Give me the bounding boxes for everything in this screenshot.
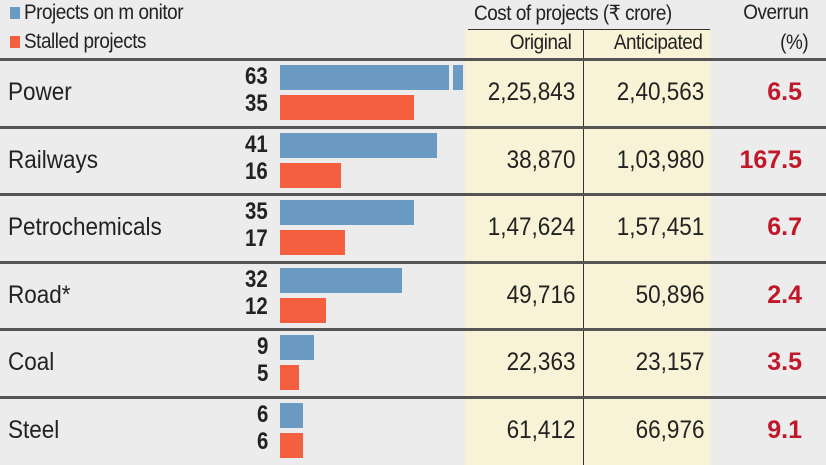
cost-header: Cost of projects (₹ crore) [474,2,672,25]
row-divider [0,328,826,331]
row-divider [0,125,826,129]
table-row: Coal 9 5 22,363 23,157 3.5 [0,330,826,398]
overrun-value: 9.1 [767,415,802,444]
sector-label: Coal [8,348,55,376]
sector-label: Power [8,78,72,106]
monitor-bar [280,200,414,225]
table-row: Railways 41 16 38,870 1,03,980 167.5 [0,128,826,196]
sector-label: Road* [8,280,71,309]
monitor-count: 9 [256,333,268,360]
original-cost: 2,25,843 [487,78,575,106]
table-row: Power 63 35 2,25,843 2,40,563 6.5 [0,60,826,128]
anticipated-cost: 50,896 [635,280,704,309]
stalled-count: 35 [245,90,268,117]
monitor-bar [280,335,315,360]
stalled-count: 12 [245,292,268,320]
original-cost: 49,716 [506,280,575,309]
original-cost: 1,47,624 [487,213,575,241]
overrun-value: 6.5 [767,78,802,106]
anticipated-cost: 23,157 [635,348,704,376]
original-cost: 38,870 [506,145,575,174]
overrun-value: 2.4 [767,280,802,309]
sector-label: Steel [8,415,60,444]
monitor-count: 32 [245,265,268,293]
legend-stalled-swatch [10,36,20,48]
monitor-count: 35 [245,198,268,225]
stalled-count: 16 [245,157,268,185]
stalled-bar [280,432,303,458]
anticipated-cost: 1,03,980 [616,145,704,174]
row-divider [0,58,826,61]
column-divider [583,30,584,465]
overrun-value: 3.5 [767,348,802,376]
table-row: Road* 32 12 49,716 50,896 2.4 [0,263,826,331]
legend-stalled-label: Stalled projects [24,30,147,53]
legend-monitor-label: Projects on m onitor [24,1,184,24]
row-divider [0,395,826,399]
monitor-bar [280,132,437,158]
stalled-count: 5 [256,360,268,387]
original-header: Original [509,31,571,54]
stalled-count: 17 [245,225,268,252]
legend-monitor-swatch [10,7,20,19]
monitor-count: 41 [245,130,268,158]
anticipated-cost: 2,40,563 [616,78,704,106]
bar-break [449,65,453,90]
monitor-bar [280,267,403,293]
stalled-count: 6 [256,427,268,455]
overrun-value: 6.7 [767,213,802,241]
cost-column-background [465,30,711,465]
stalled-bar [280,365,300,390]
sector-label: Railways [8,145,99,174]
anticipated-cost: 66,976 [635,415,704,444]
original-cost: 22,363 [506,348,575,376]
overrun-value: 167.5 [739,145,802,174]
monitor-bar [280,402,303,428]
anticipated-header: Anticipated [613,31,702,54]
overrun-unit: (%) [779,31,809,54]
table-row: Petrochemicals 35 17 1,47,624 1,57,451 6… [0,195,826,263]
monitor-bar [280,65,463,90]
cost-header-underline [468,29,710,30]
anticipated-cost: 1,57,451 [616,213,704,241]
sector-label: Petrochemicals [8,213,162,241]
monitor-count: 63 [245,63,268,90]
monitor-count: 6 [256,400,268,428]
table-row: Steel 6 6 61,412 66,976 9.1 [0,398,826,465]
overrun-header: Overrun [742,1,809,24]
stalled-bar [280,297,326,323]
stalled-bar [280,162,342,188]
stalled-bar [280,95,414,120]
row-divider [0,193,826,196]
stalled-bar [280,230,345,255]
original-cost: 61,412 [506,415,575,444]
row-divider [0,260,826,264]
